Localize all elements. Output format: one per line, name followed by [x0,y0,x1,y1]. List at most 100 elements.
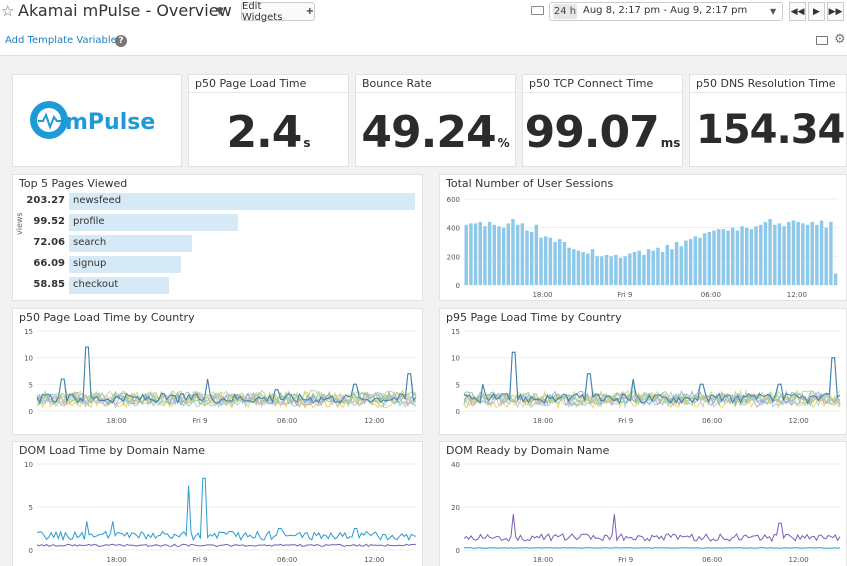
session-bar [730,227,735,285]
session-bar [534,224,539,285]
session-bar [805,224,810,285]
widget-title: Top 5 Pages Viewed [19,177,128,190]
toplist-row[interactable]: 58.85 checkout [13,277,417,294]
rewind-icon[interactable]: ◀◀ [789,2,806,21]
y-tick-label: 15 [451,328,460,336]
session-bar [721,229,726,285]
timeseries-widget: DOM Ready by Domain Name 40 20 0 18:00 Fri 9… [439,441,847,566]
session-bar [824,227,828,285]
country-series-line [36,389,417,405]
x-tick-label: 06:00 [277,417,297,425]
session-bar [745,227,749,285]
widget-title: DOM Load Time by Domain Name [19,444,206,457]
x-tick-label: Fri 9 [192,556,207,564]
session-bar [567,247,571,285]
timeseries-widget: p50 Page Load Time by Country 15 10 5 0 18:0… [12,308,423,435]
session-bar [609,256,613,285]
dashboard-title: Akamai mPulse - Overview [18,1,232,20]
query-value-widget: p50 TCP Connect Time 99.07 ms [522,74,683,167]
session-bar [768,219,772,285]
toplist-row[interactable]: 66.09 signup [13,256,417,273]
x-tick-label: 18:00 [532,291,552,299]
add-template-variables-link[interactable]: Add Template Variables [5,35,123,46]
session-bar [759,224,763,285]
domain-series-line [36,477,417,542]
play-icon[interactable]: ▶ [808,2,825,21]
session-bar [628,253,632,285]
toplist-row[interactable]: 203.27 newsfeed [13,193,417,210]
country-series-line [463,388,841,404]
y-tick-label: 0 [456,282,460,290]
timeseries-widget: Total Number of User Sessions 600 400 200 0… [439,174,847,301]
widget-title: p50 Page Load Time by Country [19,311,195,324]
country-series-line [463,351,841,405]
session-bar [558,239,562,285]
toplist-label: checkout [73,279,119,290]
query-value-unit: ms [660,136,681,150]
session-bar [702,233,707,285]
edit-widgets-button[interactable]: Edit Widgets + [241,0,315,23]
x-tick-label: Fri 9 [617,291,632,299]
domain-series-line [464,547,841,549]
help-icon[interactable]: ? [115,35,127,47]
toplist-label: newsfeed [73,195,122,206]
gear-icon[interactable]: ⚙ [834,32,846,47]
x-tick-label: 12:00 [364,556,384,564]
session-bar [716,229,721,285]
dashboard-header: ☆ Akamai mPulse - Overview ▼ Edit Widget… [0,0,847,56]
widget-title: p50 DNS Resolution Time [696,77,836,90]
session-bar [670,249,674,285]
session-bar [576,250,581,285]
favorite-star-icon[interactable]: ☆ [1,2,15,20]
query-value-number: 154.34 [696,107,845,153]
time-range-selector[interactable] [549,2,783,21]
toplist-row[interactable]: 72.06 search [13,235,417,252]
session-bar [796,221,800,285]
session-bar [829,221,833,285]
session-bar [595,256,599,285]
session-bar [833,273,838,285]
session-bar [469,223,473,285]
keyboard-icon[interactable] [531,6,544,15]
session-bar [688,239,693,285]
session-bar [679,246,684,285]
query-value-widget: Bounce Rate 49.24% [355,74,516,167]
session-bar [501,227,506,285]
session-bar [539,237,543,285]
edit-widgets-label: Edit Widgets [242,0,283,23]
session-bar [581,252,585,285]
x-tick-label: 06:00 [702,556,722,564]
y-tick-label: 20 [451,504,460,512]
session-bar [515,224,520,285]
tv-mode-icon[interactable] [816,36,828,45]
x-tick-label: 12:00 [364,417,384,425]
fast-forward-icon[interactable]: ▶▶ [827,2,844,21]
session-bar [511,219,515,285]
query-value-number: 99.07 [524,107,660,158]
country-series-line [36,389,417,404]
y-tick-label: 400 [447,225,460,233]
title-dropdown-icon[interactable]: ▼ [216,6,224,17]
widget-title: p95 Page Load Time by Country [446,311,622,324]
x-tick-label: 12:00 [787,291,807,299]
dom-ready-line-chart: 40 20 0 18:00 Fri 9 06:00 12:00 [451,461,841,564]
sessions-bar-chart: 600 400 200 0 18:00 Fri 9 06:00 12:00 [447,196,838,299]
session-bar [525,230,529,285]
query-value-widget: p50 DNS Resolution Time 154.34ms [689,74,847,167]
timeseries-widget: DOM Load Time by Domain Name 10 5 0 18:00 Fr… [12,441,423,566]
session-bar [665,244,669,285]
y-tick-label: 0 [29,408,33,416]
toplist-bar: profile [69,214,239,231]
query-value-number: 49.24 [361,107,496,158]
p50-country-area-chart: 15 10 5 0 18:00 Fri 9 06:00 12:00 [24,328,417,425]
toplist-row[interactable]: 99.52 profile [13,214,417,231]
toplist-value: 66.09 [33,258,65,269]
session-bar [478,221,482,285]
y-tick-label: 15 [24,328,33,336]
x-tick-label: Fri 9 [192,417,207,425]
time-range-dropdown-icon[interactable]: ▼ [770,7,777,16]
x-tick-label: 06:00 [701,291,721,299]
session-bar [483,226,487,285]
time-range-badge[interactable]: 24 h [553,4,577,19]
session-bar [791,220,796,285]
